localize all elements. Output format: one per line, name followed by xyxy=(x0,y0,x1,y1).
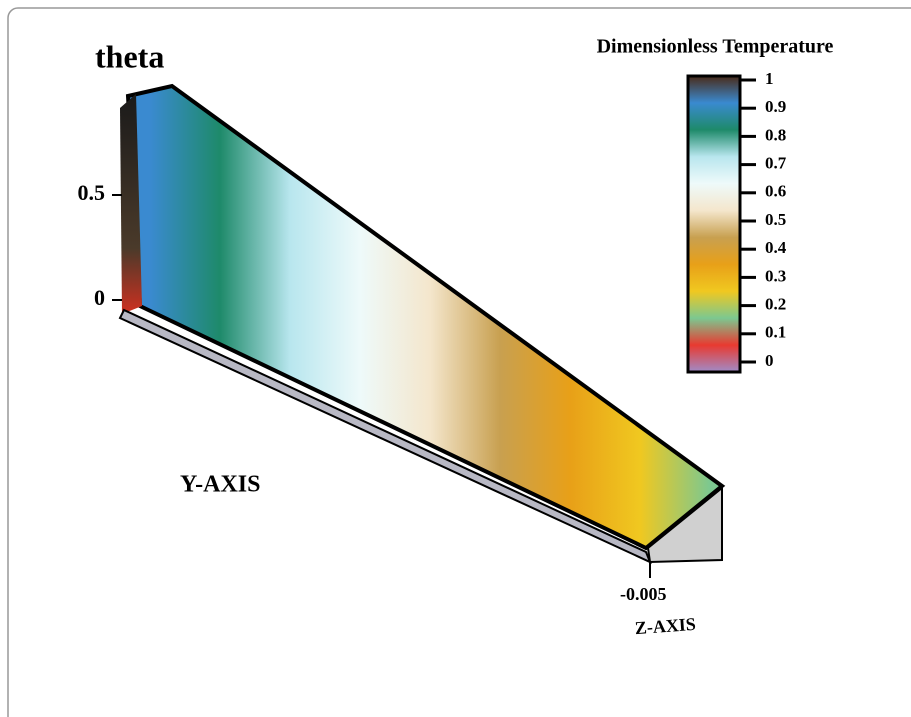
z-tick-label: -0.005 xyxy=(620,584,667,604)
colorbar-tick-label: 0.4 xyxy=(765,238,787,257)
colorbar-tick-label: 0.8 xyxy=(765,125,786,144)
colorbar-tick-label: 0.5 xyxy=(765,210,786,229)
colorbar-tick-label: 0.1 xyxy=(765,323,786,342)
colorbar-tick-label: 0.3 xyxy=(765,266,786,285)
frame xyxy=(7,7,911,717)
surface-end xyxy=(646,485,723,564)
theta-tick-label: 0.5 xyxy=(78,180,106,205)
z-axis-label: Z-AXIS xyxy=(634,614,696,638)
y-axis-label: Y-AXIS xyxy=(180,472,260,498)
theta-label: theta xyxy=(95,38,164,74)
colorbar-tick-label: 0.9 xyxy=(765,97,786,116)
colorbar-tick-label: 0.7 xyxy=(765,154,787,173)
colorbar-tick-label: 0.6 xyxy=(765,182,786,201)
colorbar-tick-label: 1 xyxy=(765,69,774,88)
colorbar-tick-label: 0.2 xyxy=(765,295,786,314)
colorbar-title: Dimensionless Temperature xyxy=(597,36,834,58)
colorbar-tick-label: 0 xyxy=(765,351,774,370)
surface-side xyxy=(120,94,142,314)
theta-tick-label: 0 xyxy=(94,285,105,310)
colorbar xyxy=(686,74,742,374)
